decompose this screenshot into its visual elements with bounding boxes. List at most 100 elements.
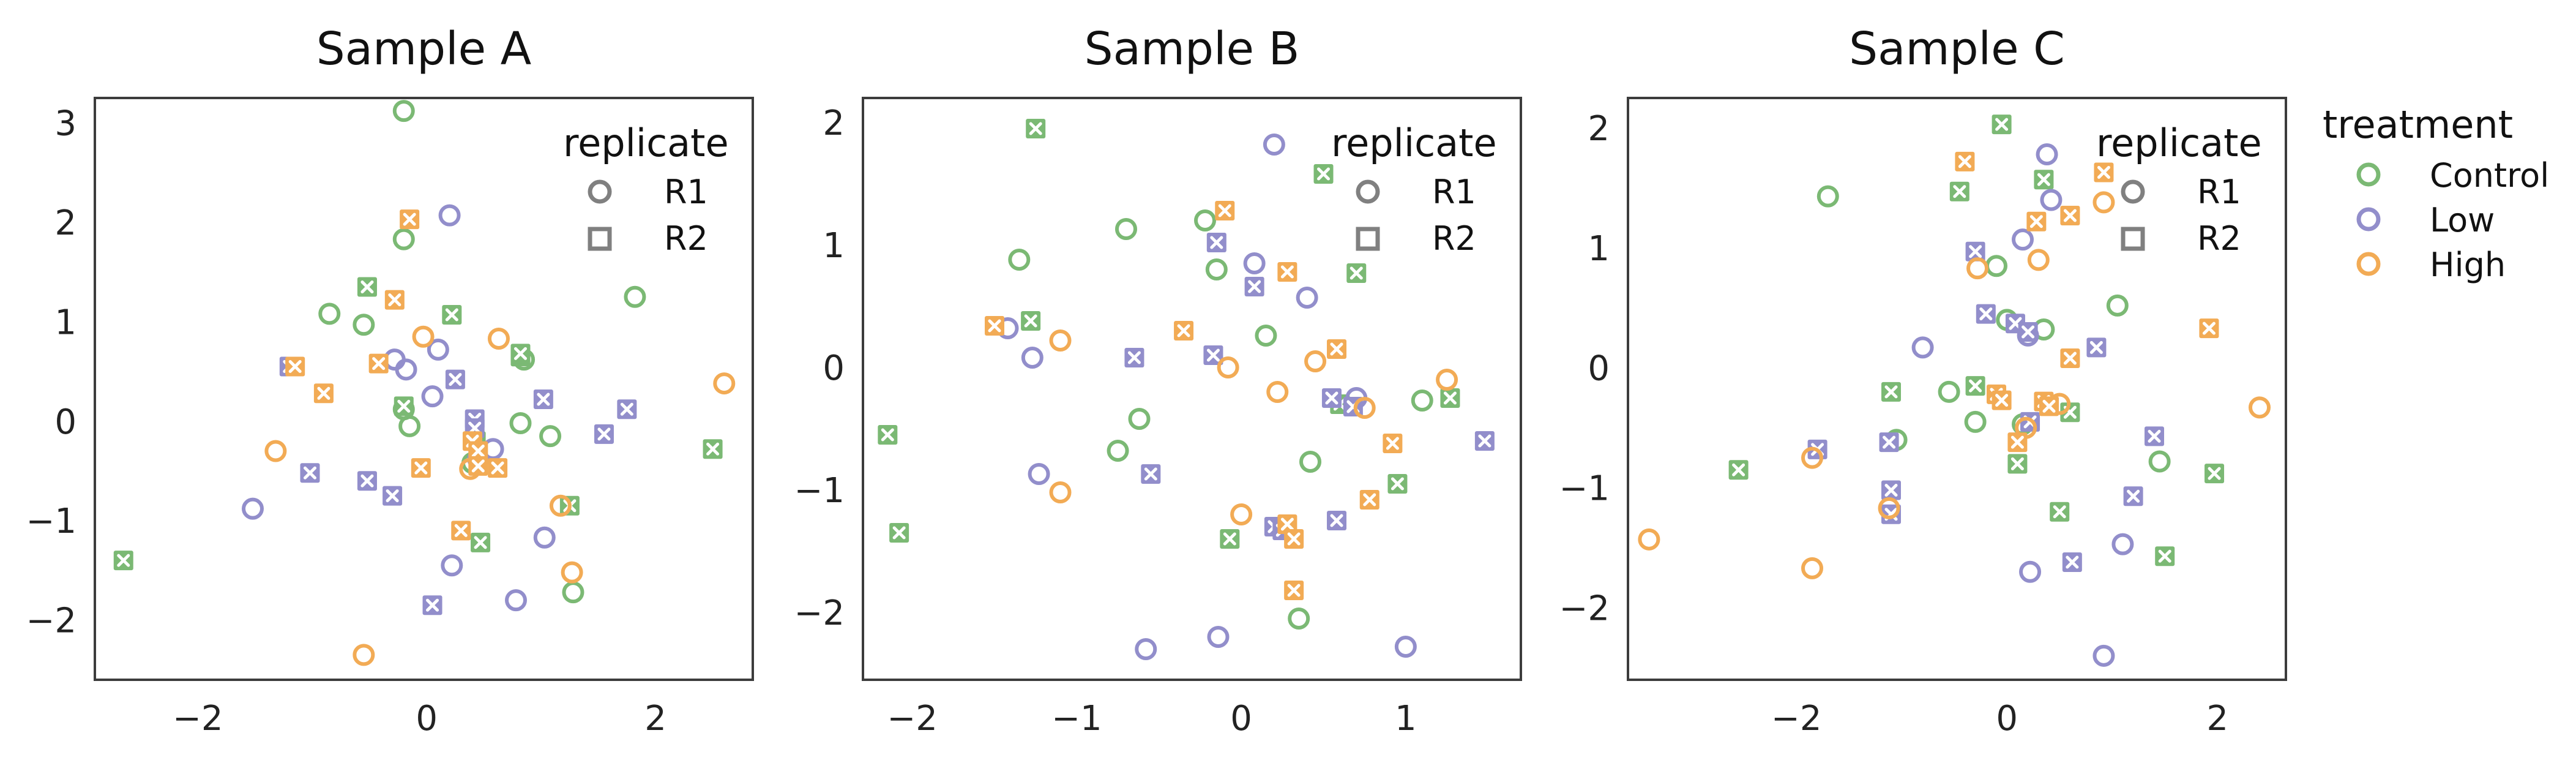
point-low-r2	[1879, 432, 1899, 453]
point-control-r2	[1965, 376, 1985, 396]
y-tick-label: 2	[823, 103, 845, 143]
marker-x	[2010, 457, 2024, 470]
marker-x	[1884, 385, 1898, 399]
point-low-r2	[2020, 412, 2040, 432]
replicate-legend: replicate R1 R2	[563, 121, 729, 258]
point-high-r2	[2060, 348, 2080, 369]
point-low-r2	[594, 424, 614, 444]
x-tick-label: −2	[1771, 699, 1822, 739]
point-high-r2	[1327, 339, 1346, 359]
point-low-r1	[2036, 143, 2058, 166]
marker-x	[620, 402, 633, 416]
legend-circle-marker	[1356, 179, 1380, 204]
replicate-legend: replicate R1 R2	[2096, 121, 2262, 258]
data-points	[878, 119, 1495, 660]
marker-x	[117, 554, 130, 567]
marker-x	[1177, 324, 1190, 337]
point-high-r1	[1049, 481, 1072, 503]
point-control-r2	[394, 396, 414, 416]
point-control-r2	[878, 425, 898, 445]
point-high-r2	[411, 458, 431, 478]
marker-x	[988, 319, 1001, 333]
point-high-r1	[1304, 350, 1327, 372]
marker-x	[1386, 437, 1399, 450]
marker-x	[537, 393, 550, 406]
point-high-r1	[1638, 528, 1660, 551]
marker-x	[1883, 435, 1896, 449]
point-high-r1	[1217, 356, 1239, 378]
point-control-r2	[1313, 164, 1334, 184]
point-high-r2	[2026, 211, 2047, 231]
point-low-r1	[2111, 533, 2134, 555]
point-control-r1	[1205, 258, 1228, 280]
point-control-r2	[1440, 388, 1460, 408]
point-low-r2	[422, 595, 442, 615]
panel-title: Sample A	[316, 23, 532, 75]
point-control-r1	[2106, 294, 2129, 317]
marker-x	[1995, 118, 2009, 131]
point-low-r1	[2019, 560, 2042, 583]
legend-label: R1	[664, 173, 708, 211]
y-tick-label: −1	[26, 502, 77, 541]
point-control-r2	[510, 344, 531, 364]
point-control-r1	[539, 425, 562, 448]
marker-x	[2097, 165, 2110, 179]
marker-x	[2063, 209, 2077, 222]
marker-x	[388, 293, 401, 307]
marker-x	[1287, 584, 1301, 597]
point-control-r2	[2155, 546, 2175, 566]
point-low-r2	[1244, 277, 1264, 296]
point-control-r2	[357, 277, 377, 297]
x-tick-label: 1	[1395, 699, 1417, 739]
point-high-r2	[1174, 321, 1194, 340]
point-control-r2	[2060, 402, 2080, 423]
legend-square-marker	[588, 227, 612, 251]
point-low-r2	[1327, 511, 1346, 530]
point-control-r2	[2007, 454, 2028, 474]
treatment-legend: treatment Control Low High	[2323, 102, 2549, 284]
point-low-r1	[441, 554, 463, 577]
marker-x	[2037, 173, 2050, 186]
point-high-r2	[313, 383, 334, 404]
marker-x	[2010, 435, 2024, 449]
marker-x	[1280, 265, 1294, 279]
y-tick-label: −2	[26, 601, 77, 641]
point-high-r2	[400, 209, 420, 230]
point-control-r1	[624, 285, 646, 308]
point-low-r2	[1206, 233, 1226, 252]
y-tick-label: 2	[1588, 109, 1610, 149]
point-control-r1	[1964, 410, 1987, 433]
marker-x	[2127, 489, 2140, 503]
point-high-r2	[2060, 205, 2080, 225]
point-high-r1	[1801, 557, 1823, 579]
marker-x	[1144, 467, 1157, 481]
legend-circle-marker	[2121, 179, 2145, 204]
legend-title: treatment	[2323, 102, 2513, 147]
marker-x	[2202, 322, 2216, 335]
data-points	[113, 100, 736, 666]
y-tick-label: −1	[1559, 469, 1610, 509]
point-high-r1	[713, 372, 736, 395]
x-tick-label: −2	[173, 699, 223, 739]
marker-x	[1330, 342, 1343, 356]
legend-marker-control	[2356, 162, 2381, 187]
marker-x	[1218, 204, 1231, 217]
x-tick-label: 2	[2206, 699, 2228, 739]
legend-label: R2	[1432, 219, 1476, 258]
marker-x	[2042, 399, 2056, 413]
point-control-r1	[1299, 451, 1321, 473]
marker-x	[1953, 185, 1966, 198]
point-low-r2	[1976, 304, 1996, 324]
point-control-r2	[1387, 474, 1408, 494]
point-high-r2	[468, 456, 488, 476]
x-tick-label: −1	[1051, 699, 1102, 739]
x-tick-label: 0	[416, 699, 438, 739]
replicate-legend: replicate R1 R2	[1331, 121, 1497, 258]
marker-x	[491, 461, 504, 475]
point-low-r1	[1263, 134, 1285, 156]
point-control-r2	[1881, 382, 1901, 402]
y-tick-label: −2	[794, 593, 845, 633]
point-low-r2	[617, 399, 637, 420]
marker-x	[372, 357, 386, 371]
point-control-r1	[1411, 389, 1433, 412]
